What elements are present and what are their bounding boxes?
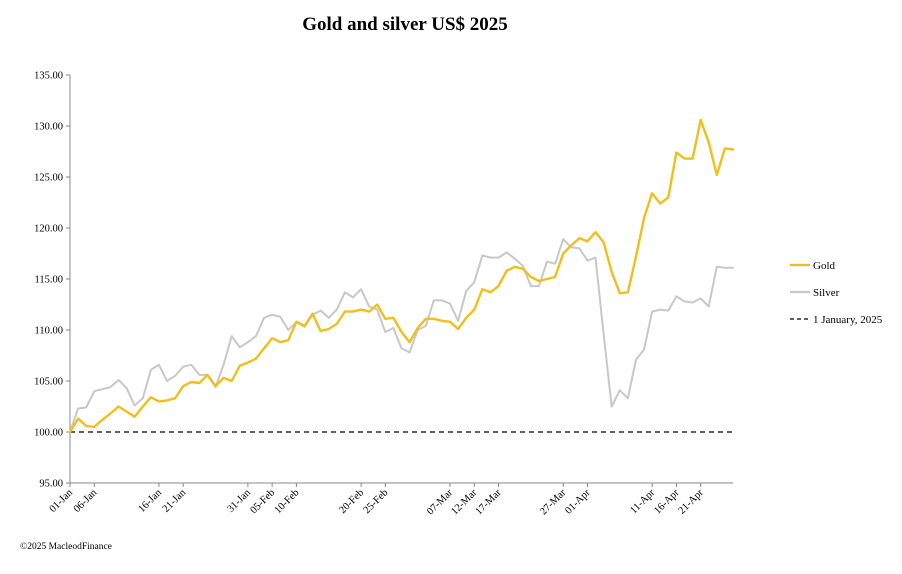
legend: Gold Silver 1 January, 2025 <box>790 260 883 326</box>
y-axis: 95.00 100.00 105.00 110.00 115.00 120.00 125.0… <box>34 71 71 490</box>
x-tick-label: 07-Mar <box>425 487 455 517</box>
y-tick-label: 130.00 <box>34 122 63 133</box>
copyright-credit: ©2025 MacleodFinance <box>20 542 112 552</box>
y-tick-label: 135.00 <box>34 71 63 82</box>
x-tick-label: 21-Jan <box>161 487 189 515</box>
x-tick-label: 16-Jan <box>136 487 164 515</box>
y-tick-label: 100.00 <box>34 428 63 439</box>
y-tick-label: 110.00 <box>35 326 64 337</box>
x-tick-label: 17-Mar <box>474 487 504 517</box>
legend-item: 1 January, 2025 <box>790 314 883 326</box>
y-tick-label: 115.00 <box>35 275 64 286</box>
legend-label: 1 January, 2025 <box>813 314 883 326</box>
x-tick-label: 05-Feb <box>248 487 277 516</box>
legend-item: Gold <box>790 260 836 272</box>
x-tick-label: 06-Jan <box>72 487 100 515</box>
x-tick-label: 31-Jan <box>225 487 253 515</box>
series-line-silver <box>69 238 734 433</box>
x-tick-label: 27-Mar <box>538 487 568 517</box>
series-line-gold <box>68 118 735 434</box>
x-tick-label: 11-Apr <box>628 487 657 516</box>
x-tick-label: 25-Feb <box>362 487 391 516</box>
x-tick-label: 10-Feb <box>273 487 302 516</box>
x-tick-label: 20-Feb <box>337 487 366 516</box>
chart-title: Gold and silver US$ 2025 <box>302 14 508 35</box>
legend-label: Gold <box>813 260 836 272</box>
x-tick-label: 21-Apr <box>677 487 707 517</box>
plot-area <box>68 118 735 434</box>
y-tick-label: 125.00 <box>34 173 63 184</box>
y-tick-label: 95.00 <box>39 479 63 490</box>
x-tick-label: 16-Apr <box>652 487 682 517</box>
x-tick-label: 01-Jan <box>48 487 76 515</box>
x-tick-label: 12-Mar <box>449 487 479 517</box>
y-tick-label: 105.00 <box>34 377 63 388</box>
legend-label: Silver <box>813 287 840 299</box>
y-tick-label: 120.00 <box>34 224 63 235</box>
legend-item: Silver <box>790 287 840 299</box>
x-tick-label: 01-Apr <box>563 487 593 517</box>
